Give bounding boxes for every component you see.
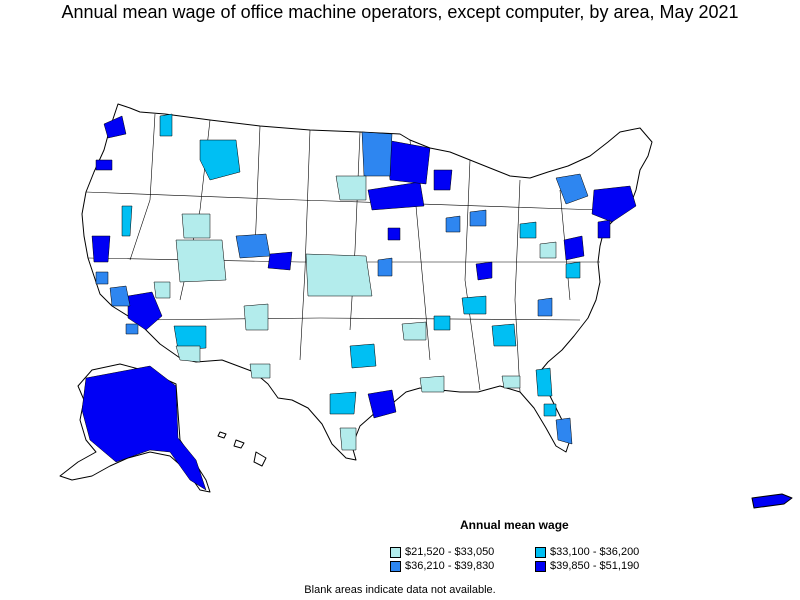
- wage-areas-lowest: [153, 175, 557, 451]
- wage-areas-high: [95, 131, 589, 445]
- wage-areas-mid: [121, 113, 581, 417]
- map-title: Annual mean wage of office machine opera…: [61, 2, 739, 22]
- legend-item-2: $33,100 - $36,200: [535, 546, 639, 558]
- legend-swatch-1: [390, 546, 401, 558]
- legend-item-1: $21,520 - $33,050: [390, 546, 494, 558]
- legend-swatch-3: [390, 560, 401, 572]
- legend-label-1: $21,520 - $33,050: [405, 546, 495, 558]
- legend-swatch-4: [535, 560, 546, 572]
- legend-item-3: $36,210 - $39,830: [390, 560, 494, 572]
- legend-label-4: $39,850 - $51,190: [550, 560, 640, 572]
- footnote: Blank areas indicate data not available.: [304, 584, 496, 596]
- legend-label-3: $36,210 - $39,830: [405, 560, 495, 572]
- legend-swatch-2: [535, 546, 546, 558]
- legend-label-2: $33,100 - $36,200: [550, 546, 640, 558]
- legend-title: Annual mean wage: [460, 518, 569, 532]
- puerto-rico: [751, 493, 793, 509]
- wage-areas-highest: [81, 115, 637, 491]
- legend-item-4: $39,850 - $51,190: [535, 560, 639, 572]
- hawaii-islands: [217, 431, 267, 467]
